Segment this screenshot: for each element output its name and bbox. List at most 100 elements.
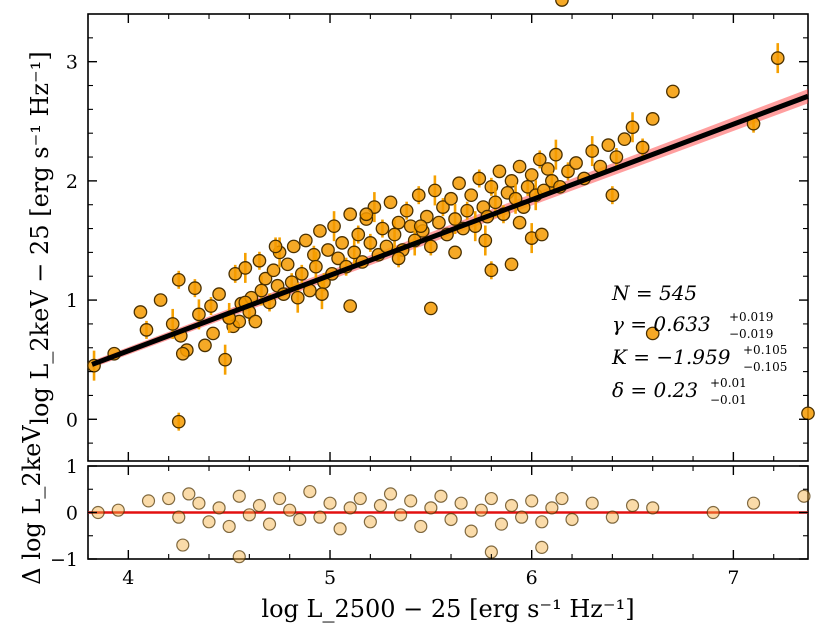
annotation-gamma-sub: −0.019 bbox=[729, 327, 773, 341]
data-point bbox=[399, 203, 414, 218]
residual-y-tick-label: 1 bbox=[66, 456, 78, 478]
data-point bbox=[359, 207, 374, 222]
data-point bbox=[391, 215, 406, 230]
data-point bbox=[555, 0, 569, 7]
data-point bbox=[534, 227, 549, 242]
data-point bbox=[351, 227, 366, 242]
data-point bbox=[585, 144, 600, 158]
data-point bbox=[601, 138, 616, 152]
residual-point bbox=[646, 501, 660, 515]
residual-point bbox=[464, 524, 478, 538]
data-point bbox=[666, 84, 680, 99]
residual-point bbox=[232, 489, 246, 503]
data-point bbox=[347, 245, 362, 260]
data-point bbox=[448, 212, 462, 226]
residual-point bbox=[545, 501, 559, 515]
data-point bbox=[363, 236, 378, 250]
residual-point bbox=[434, 489, 448, 503]
residual-point bbox=[484, 491, 498, 506]
data-point bbox=[419, 209, 434, 224]
data-point bbox=[153, 293, 168, 307]
residual-point bbox=[293, 512, 307, 527]
data-point bbox=[609, 150, 624, 164]
residual-y-tick-label: 0 bbox=[66, 503, 78, 525]
data-point bbox=[327, 219, 341, 234]
residual-point bbox=[111, 503, 125, 517]
data-point bbox=[248, 314, 263, 329]
y-tick-label: 2 bbox=[66, 171, 78, 193]
residual-point bbox=[535, 515, 549, 529]
data-point bbox=[298, 233, 313, 248]
residual-point bbox=[373, 498, 388, 513]
data-point bbox=[280, 257, 295, 272]
data-point bbox=[286, 239, 301, 254]
x-tick-label: 6 bbox=[526, 567, 538, 589]
residual-point bbox=[172, 510, 186, 524]
data-point bbox=[188, 281, 202, 296]
residual-point bbox=[565, 512, 579, 527]
data-point bbox=[387, 227, 402, 242]
data-point bbox=[175, 346, 190, 361]
annotation-delta-sub: −0.01 bbox=[710, 393, 747, 407]
data-point bbox=[228, 267, 243, 281]
annotation-delta: δ = 0.23 bbox=[612, 378, 698, 402]
data-point bbox=[198, 338, 212, 353]
residual-point bbox=[162, 491, 176, 506]
residual-point bbox=[555, 491, 569, 506]
data-point bbox=[561, 164, 575, 179]
data-point bbox=[309, 259, 323, 274]
residual-point bbox=[535, 540, 549, 554]
residual-point bbox=[333, 522, 347, 536]
data-point bbox=[460, 203, 475, 218]
data-point bbox=[770, 51, 785, 65]
data-point bbox=[432, 215, 446, 230]
data-point bbox=[258, 271, 273, 286]
annotation-k-sup: +0.105 bbox=[743, 343, 787, 357]
data-point bbox=[307, 247, 321, 262]
residual-point bbox=[272, 491, 287, 506]
data-point bbox=[335, 236, 349, 250]
residual-panel-marks bbox=[88, 484, 811, 564]
residual-point bbox=[323, 496, 337, 510]
data-point bbox=[313, 224, 327, 238]
data-point bbox=[428, 183, 442, 198]
residual-point bbox=[141, 494, 156, 508]
annotation-k-sub: −0.105 bbox=[743, 360, 787, 374]
data-point bbox=[549, 147, 563, 162]
data-point bbox=[625, 120, 640, 135]
data-point bbox=[238, 261, 253, 275]
annotation-gamma: γ = 0.633 bbox=[612, 312, 711, 336]
data-point bbox=[424, 239, 438, 254]
residual-point bbox=[504, 498, 519, 513]
data-point bbox=[315, 287, 329, 301]
data-point bbox=[488, 195, 503, 210]
residual-point bbox=[343, 501, 357, 515]
data-point bbox=[472, 171, 487, 186]
residual-point bbox=[313, 510, 327, 524]
residual-point bbox=[202, 515, 216, 529]
residual-point bbox=[222, 519, 236, 534]
data-point bbox=[206, 326, 220, 341]
x-tick-label: 5 bbox=[324, 567, 336, 589]
data-point bbox=[171, 272, 186, 287]
data-point bbox=[290, 290, 305, 305]
residual-point bbox=[515, 510, 529, 524]
data-point bbox=[268, 239, 283, 254]
residual-point bbox=[262, 517, 277, 531]
residual-point bbox=[474, 503, 488, 517]
data-point bbox=[321, 243, 335, 257]
residual-point bbox=[383, 487, 398, 501]
data-point bbox=[218, 352, 232, 367]
y-axis-title: log L_2keV − 25 [erg s⁻¹ Hz⁻¹] bbox=[26, 51, 54, 424]
main-panel-frame bbox=[87, 13, 809, 462]
data-point bbox=[266, 263, 281, 278]
data-point bbox=[492, 164, 507, 179]
residual-point bbox=[797, 489, 811, 503]
residual-point bbox=[363, 515, 377, 529]
residual-point bbox=[525, 494, 539, 508]
fit-line bbox=[91, 93, 809, 367]
data-point bbox=[645, 326, 660, 341]
residual-y-axis-title: Δ log L_2keV bbox=[18, 425, 46, 585]
main-panel-marks bbox=[87, 0, 815, 431]
data-point bbox=[569, 156, 583, 170]
